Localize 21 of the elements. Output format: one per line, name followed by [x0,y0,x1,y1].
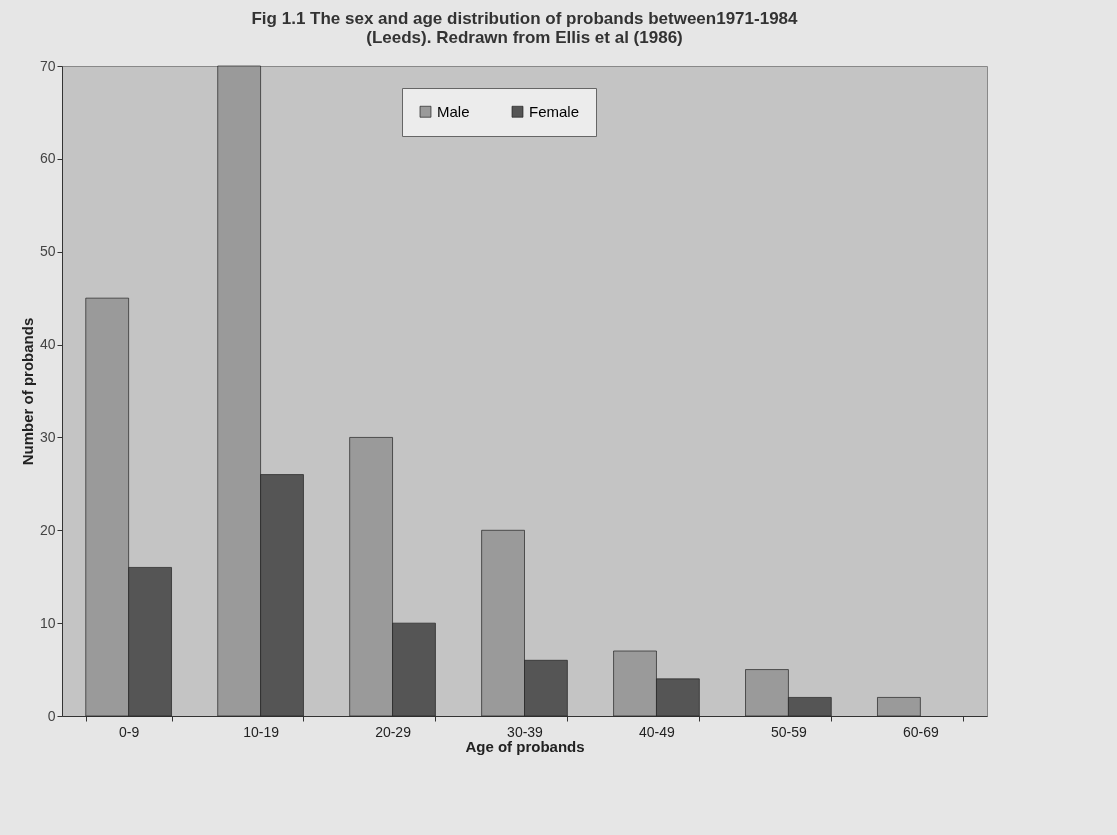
x-tick-label: 50-59 [771,723,808,740]
y-tick-label: 10 [39,614,56,631]
x-tick-label: 20-29 [375,723,412,740]
y-tick-label: 20 [39,521,56,538]
y-tick-label: 50 [39,243,56,260]
y-tick-label: 70 [39,57,56,74]
chart-title: Fig 1.1 The sex and age distribution of probands between1971-1984 (Leeds). Redrawn from Ellis et al (1986) [251,9,799,47]
y-tick-label: 30 [39,428,56,445]
legend-label: Female [529,102,580,120]
x-tick-label: 60-69 [902,723,939,740]
legend-label: Male [437,102,470,120]
x-tick-label: 0-9 [119,723,140,740]
x-tick-label: 30-39 [507,723,544,740]
bar [877,697,921,717]
y-axis-title: Number of probands [18,317,36,466]
x-axis-title: Age of probands [465,737,585,755]
y-tick-label: 0 [47,707,56,724]
x-tick-label: 40-49 [639,723,676,740]
y-tick-label: 60 [39,150,56,167]
x-tick-label: 10-19 [243,723,280,740]
y-tick-label: 40 [39,336,56,353]
